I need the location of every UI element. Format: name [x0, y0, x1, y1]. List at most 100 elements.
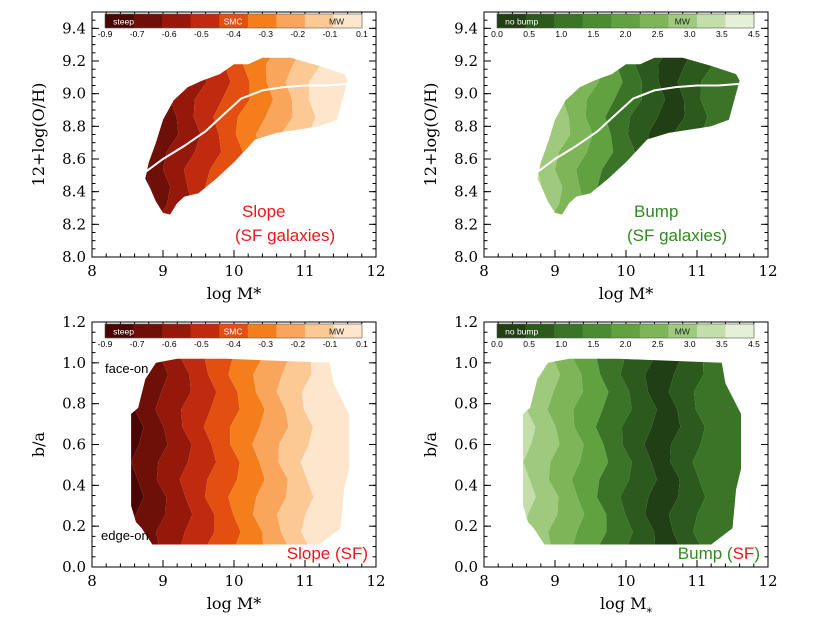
y-axis-label: 12+log(O/H): [421, 83, 440, 187]
y-tick-label: 0.2: [62, 517, 86, 535]
colorbar-swatch: [190, 324, 220, 338]
panel-subtitle: (SF galaxies): [627, 226, 727, 245]
y-tick-label: 8.0: [62, 248, 86, 266]
colorbar-frame: [496, 323, 755, 339]
y-tick-label: 1.0: [62, 354, 86, 372]
colorbar-tick-label: -0.6: [162, 29, 177, 39]
colorbar-tick-label: 0.1: [356, 339, 368, 349]
x-tick-label: 9: [158, 572, 168, 590]
colorbar-inner-label: no bump: [505, 17, 538, 27]
colorbar-tick-label: -0.6: [162, 339, 177, 349]
y-tick-label: 1.2: [62, 313, 86, 331]
panel-title: Bump: [634, 202, 678, 221]
x-tick-label: 12: [758, 572, 777, 590]
contour-band: [668, 358, 706, 545]
y-tick-label: 8.4: [62, 183, 86, 201]
colorbar-tick-label: 0.5: [523, 29, 535, 39]
x-axis-label: log M*: [600, 594, 652, 619]
x-axis-label: log M*: [207, 594, 261, 613]
contour-band: [682, 57, 740, 215]
y-tick-label: 9.2: [454, 52, 478, 70]
colorbar-tick-label: 2.5: [652, 339, 664, 349]
annotation-edge-on: edge-on: [101, 528, 149, 543]
trend-line: [536, 82, 740, 173]
colorbar-tick-label: -0.7: [130, 29, 145, 39]
x-tick-label: 11: [687, 572, 706, 590]
colorbar-swatch: [582, 14, 612, 28]
y-tick-label: 0.6: [454, 436, 478, 454]
colorbar-tick-label: 2.0: [620, 339, 632, 349]
colorbar-swatch: [639, 14, 669, 28]
y-tick-label: 9.0: [62, 85, 86, 103]
y-tick-label: 0.8: [62, 395, 86, 413]
colorbar-swatch: [190, 14, 220, 28]
colorbar-swatch: [725, 324, 755, 338]
colorbar-swatch: [333, 14, 363, 28]
colorbar-swatch: [497, 324, 527, 338]
colorbar-tick-label: -0.5: [194, 339, 209, 349]
colorbar-swatch: [582, 324, 612, 338]
colorbar-swatch: [247, 14, 277, 28]
x-tick-label: 12: [366, 572, 385, 590]
panel-title-part: ): [754, 544, 760, 563]
colorbar-swatch: [105, 14, 135, 28]
colorbar-tick-label: 4.5: [748, 339, 760, 349]
colorbar-swatch: [304, 324, 334, 338]
panel-title-part: SF: [733, 544, 755, 563]
contour-bands: [131, 358, 349, 545]
colorbar-tick-label: 3.5: [716, 339, 728, 349]
x-tick-label: 9: [158, 262, 168, 280]
colorbar-tick-label: 0.0: [491, 29, 503, 39]
colorbar-tick-label: -0.2: [290, 339, 305, 349]
x-tick-label: 10: [224, 572, 243, 590]
y-tick-label: 0.4: [454, 476, 478, 494]
colorbar-swatch: [133, 324, 163, 338]
contour-band: [620, 358, 657, 545]
colorbar-swatch: [105, 324, 135, 338]
y-tick-label: 8.2: [454, 215, 478, 233]
annotation-face-on: face-on: [105, 361, 148, 376]
colorbar-tick-label: -0.2: [290, 29, 305, 39]
colorbar-inner-label: SMC: [224, 327, 243, 337]
colorbar-tick-label: -0.3: [258, 29, 273, 39]
x-tick-label: 8: [87, 262, 97, 280]
contour-band: [595, 358, 633, 545]
panel-title: Bump (SF): [678, 544, 760, 563]
x-tick-label: 12: [758, 262, 777, 280]
colorbar-swatch: [525, 324, 555, 338]
colorbar-tick-label: 2.0: [620, 29, 632, 39]
colorbar-swatch: [525, 14, 555, 28]
colorbar-inner-label: MW: [675, 17, 690, 27]
colorbar-tick-label: -0.9: [98, 339, 113, 349]
contour-band: [155, 358, 193, 545]
colorbar-tick-label: 0.5: [523, 339, 535, 349]
colorbar-tick-label: -0.4: [226, 339, 241, 349]
x-tick-label: 11: [295, 262, 314, 280]
colorbar-swatch: [611, 324, 641, 338]
contour-band: [252, 358, 290, 545]
x-tick-label: 10: [616, 262, 635, 280]
colorbar-tick-label: 2.5: [652, 29, 664, 39]
colorbar-swatch: [639, 324, 669, 338]
colorbar-tick-label: 3.5: [716, 29, 728, 39]
x-tick-label: 8: [479, 572, 489, 590]
colorbar-tick-label: -0.4: [226, 29, 241, 39]
colorbar-tick-label: 0.1: [356, 29, 368, 39]
colorbar-tick-label: 1.5: [587, 339, 599, 349]
trend-line: [144, 82, 348, 173]
colorbar-swatch: [554, 324, 584, 338]
colorbar-tick-label: 1.5: [587, 29, 599, 39]
colorbar-swatch: [219, 14, 249, 28]
panel-bump-inclination: 8 9 10 11 12 0.0 0.2 0.4 0.6 0.8 1.0 1.2 log M* b/a no…: [421, 313, 778, 619]
panel-title-part: Bump (: [678, 544, 733, 563]
panel-title: Slope: [242, 202, 285, 221]
colorbar-swatch: [304, 14, 334, 28]
contour-bands: [537, 57, 740, 215]
x-tick-label: 10: [224, 262, 243, 280]
y-tick-label: 9.4: [62, 19, 86, 37]
colorbar-tick-label: 1.0: [555, 339, 567, 349]
colorbar-frame: [104, 13, 363, 29]
y-axis-label: 12+log(O/H): [29, 83, 48, 187]
contour-band: [203, 358, 241, 545]
